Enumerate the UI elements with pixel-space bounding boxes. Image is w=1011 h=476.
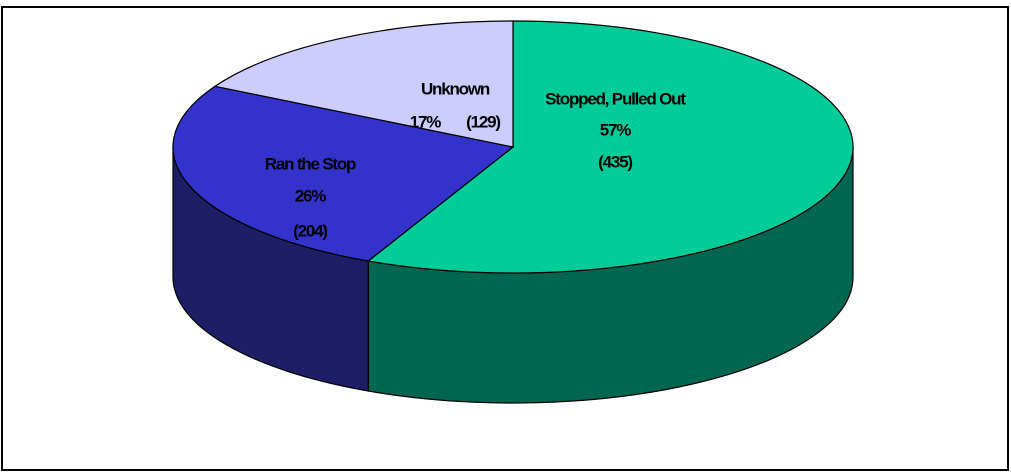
count-label: (129) <box>466 112 500 131</box>
count-label: (204) <box>293 221 327 240</box>
slice-label: Ran the Stop <box>265 154 356 173</box>
value-label: 17% <box>410 112 442 131</box>
value-label: 57% <box>600 120 632 139</box>
value-label: 26% <box>295 186 327 205</box>
slice <box>213 20 514 148</box>
slice-label: Unknown <box>421 79 490 98</box>
count-label: (435) <box>598 152 632 171</box>
slice-label: Stopped, Pulled Out <box>545 89 686 108</box>
slice <box>366 20 854 274</box>
labels: Stopped, Pulled Out 57% (435) Ran the Stop 2… <box>265 79 688 240</box>
pie <box>172 20 854 404</box>
